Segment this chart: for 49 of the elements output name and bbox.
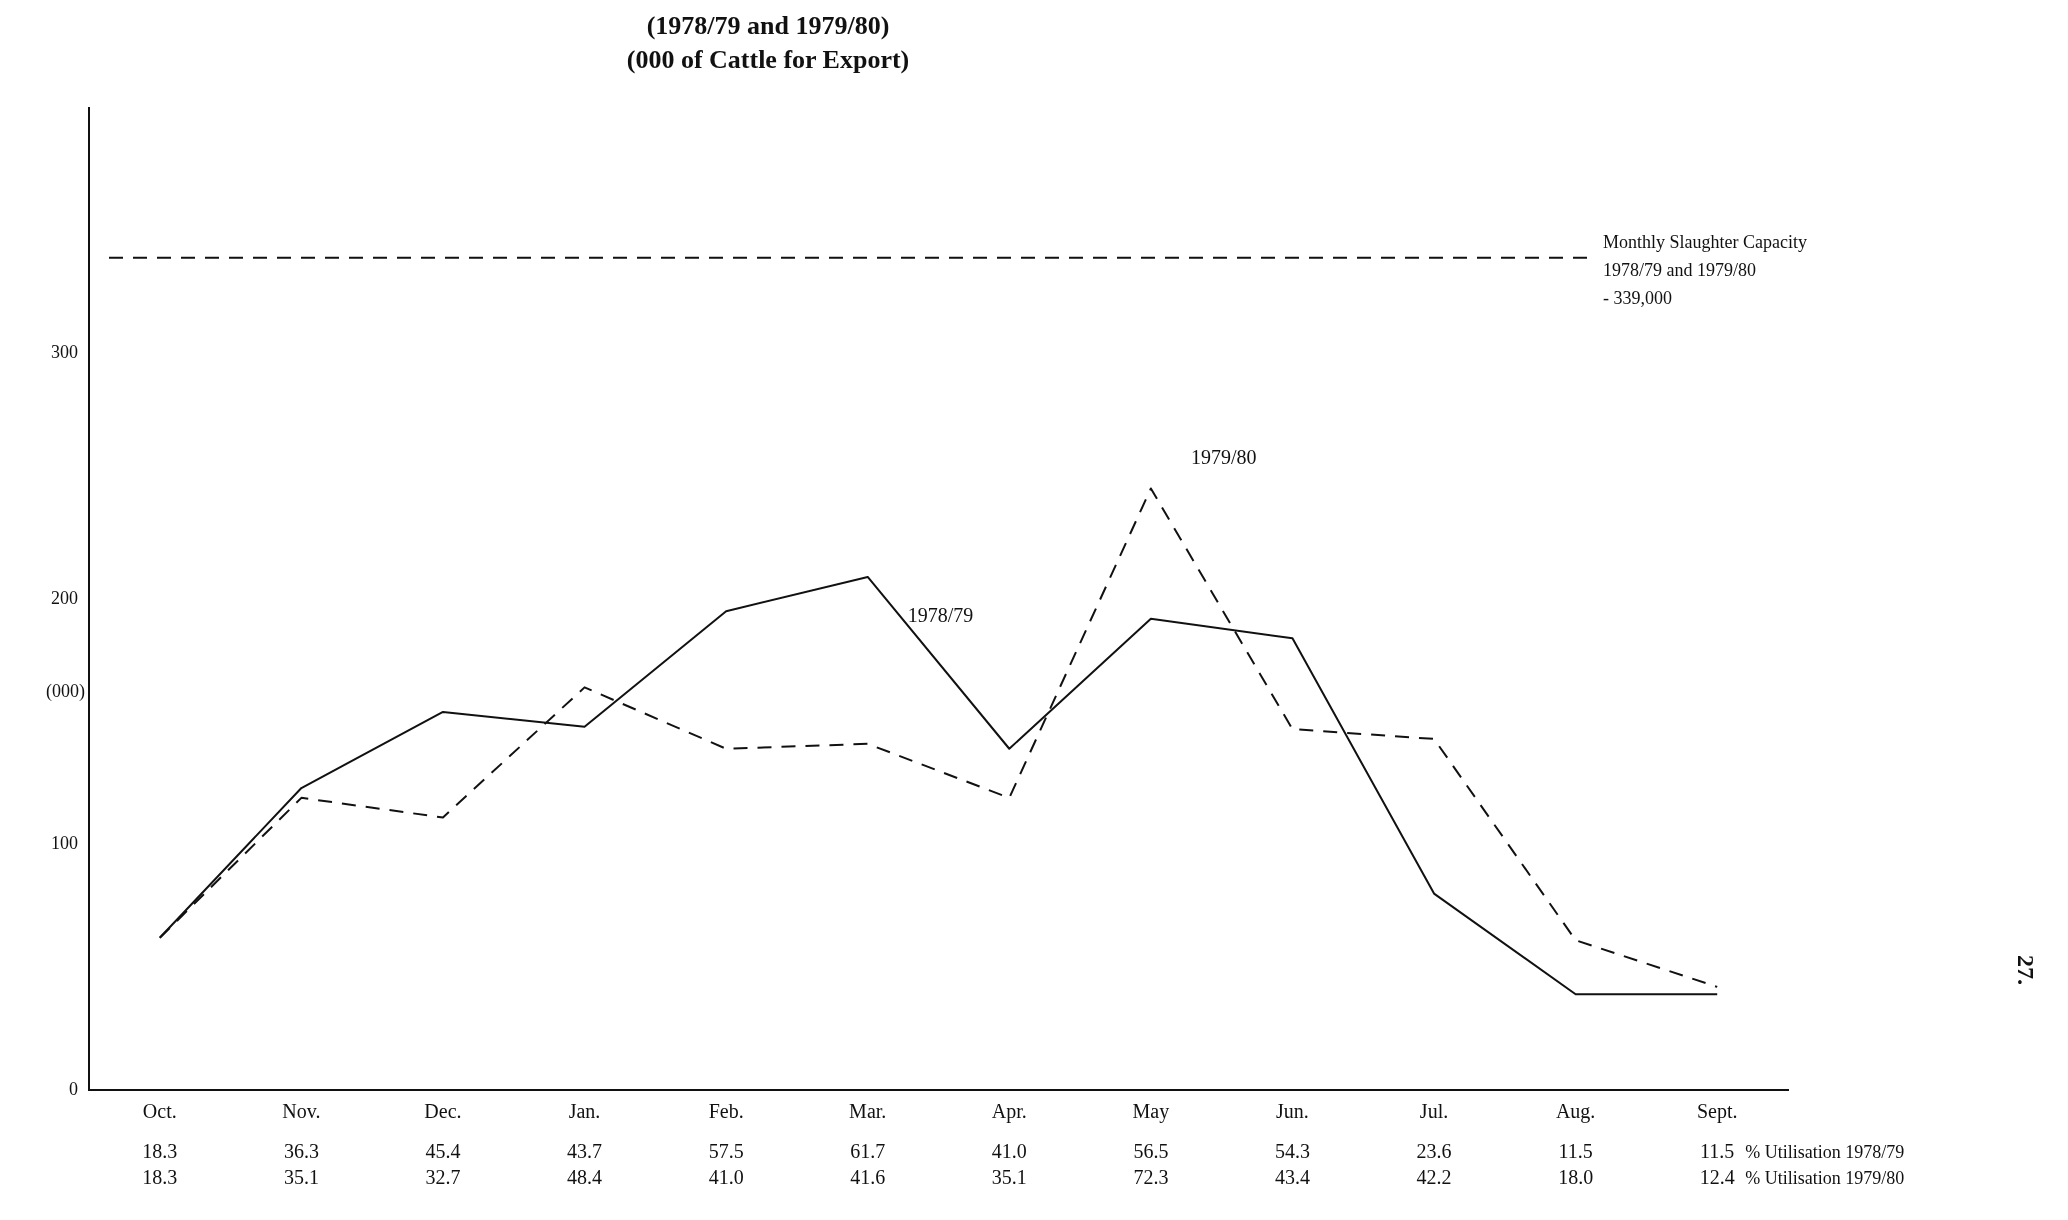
y-axis-title: (000) bbox=[46, 681, 85, 703]
y-tick-label: 0 bbox=[69, 1078, 78, 1099]
text: 1979/80 bbox=[1190, 445, 1257, 468]
y-tick-label: 300 bbox=[51, 342, 78, 363]
text: 18.3 bbox=[142, 1166, 178, 1188]
text: 41.0 bbox=[708, 1166, 744, 1188]
text: 41.0 bbox=[991, 1140, 1027, 1162]
x-tick-label: Jan. bbox=[568, 1100, 601, 1123]
text: 61.7 bbox=[850, 1140, 886, 1162]
text: 18.3 bbox=[142, 1140, 178, 1162]
text: 35.1 bbox=[991, 1166, 1027, 1188]
text: % Utilisation 1978/79 bbox=[1745, 1142, 1905, 1162]
x-tick-label: Dec. bbox=[424, 1100, 462, 1123]
series-label: 1978/79 bbox=[907, 603, 974, 626]
x-tick-label: Mar. bbox=[849, 1100, 887, 1123]
y-tick-label: 100 bbox=[51, 833, 78, 854]
text: 48.4 bbox=[567, 1166, 603, 1188]
text: 57.5 bbox=[708, 1140, 744, 1162]
text: 11.5 bbox=[1558, 1140, 1593, 1162]
text: 41.6 bbox=[850, 1166, 886, 1188]
text: 42.2 bbox=[1416, 1166, 1452, 1188]
text: 27. bbox=[2013, 955, 2039, 985]
text: 43.4 bbox=[1274, 1166, 1310, 1188]
x-tick-label: Sept. bbox=[1696, 1100, 1738, 1124]
text: 56.5 bbox=[1133, 1140, 1169, 1162]
text: 12.4 bbox=[1699, 1166, 1735, 1188]
text: 23.6 bbox=[1416, 1140, 1452, 1162]
text: 35.1 bbox=[283, 1166, 319, 1188]
x-tick-label: Jun. bbox=[1276, 1100, 1309, 1123]
text: 45.4 bbox=[425, 1140, 461, 1162]
text: 11.5 bbox=[1700, 1140, 1735, 1162]
x-tick-label: May bbox=[1132, 1100, 1170, 1124]
y-tick-label: 200 bbox=[51, 587, 78, 608]
chart-title: (1978/79 and 1979/80) bbox=[646, 11, 890, 40]
x-tick-label: Apr. bbox=[991, 1100, 1027, 1124]
x-tick-label: Feb. bbox=[708, 1100, 744, 1123]
x-tick-label: Jul. bbox=[1419, 1100, 1449, 1123]
text: 72.3 bbox=[1133, 1166, 1169, 1188]
chart-subtitle: (000 of Cattle for Export) bbox=[626, 45, 910, 74]
x-tick-label: Oct. bbox=[142, 1100, 177, 1123]
text: 18.0 bbox=[1558, 1166, 1594, 1188]
text: 43.7 bbox=[567, 1140, 603, 1162]
text: 54.3 bbox=[1274, 1140, 1310, 1162]
text: % Utilisation 1979/80 bbox=[1745, 1168, 1905, 1188]
ref-line-label: Monthly Slaughter Capacity 1978/79 and 1979/80 - 339,000 bbox=[1603, 231, 1807, 308]
x-tick-label: Aug. bbox=[1555, 1100, 1596, 1124]
x-tick-label: Nov. bbox=[282, 1100, 321, 1123]
text: 32.7 bbox=[425, 1166, 461, 1188]
text: 36.3 bbox=[283, 1140, 319, 1162]
